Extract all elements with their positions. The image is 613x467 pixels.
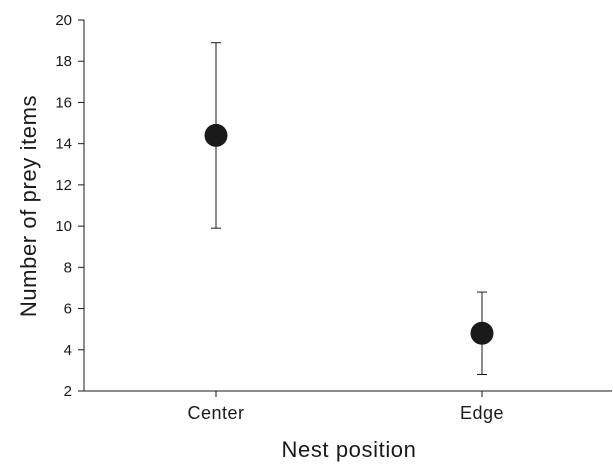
y-tick-label: 14 [55,136,72,153]
x-axis-title: Nest position [282,437,417,462]
y-tick-label: 4 [64,342,72,359]
axes [83,20,612,392]
y-tick-label: 16 [55,94,72,111]
y-tick-label: 8 [64,259,72,276]
y-tick-label: 6 [64,301,72,318]
y-tick-label: 18 [55,53,72,70]
x-category-label: Center [187,403,244,423]
data-marks [204,42,494,376]
x-category-label: Edge [460,403,504,423]
x-categories: Center Edge [187,391,504,423]
y-tick-label: 12 [55,177,72,194]
y-tick-label: 10 [55,218,72,235]
y-tick-label: 2 [64,383,72,400]
data-point [470,321,494,345]
y-axis-title: Number of prey items [16,95,41,317]
y-tick-label: 20 [55,12,72,29]
y-ticks: 2 4 6 8 10 12 14 16 18 20 [55,12,84,400]
data-point [204,123,228,147]
